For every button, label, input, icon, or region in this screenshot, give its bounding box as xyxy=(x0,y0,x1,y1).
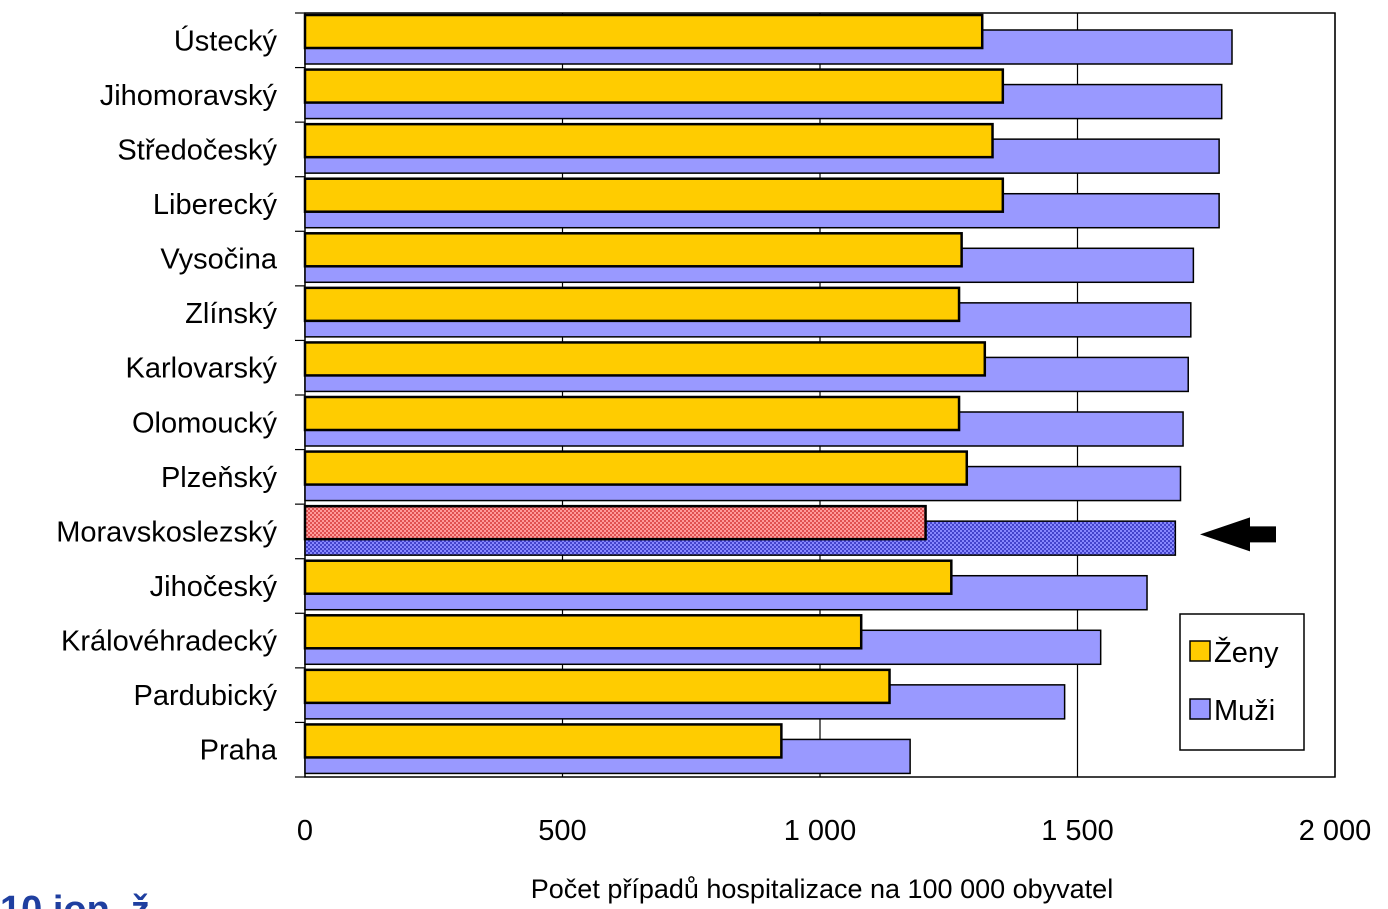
bar-zeny xyxy=(303,341,987,377)
legend-label: Muži xyxy=(1214,695,1275,727)
highlight-arrow xyxy=(1200,517,1276,552)
stray-text: 10 ion. ž xyxy=(0,889,150,909)
x-tick-label: 1 000 xyxy=(784,815,857,847)
x-axis-title: Počet případů hospitalizace na 100 000 o… xyxy=(531,874,1113,904)
legend-box xyxy=(1179,613,1305,751)
bar-zeny xyxy=(303,450,969,486)
y-ticks xyxy=(295,12,305,778)
arrow-icon xyxy=(1200,517,1276,552)
category-label: Královéhradecký xyxy=(61,626,277,658)
bar-zeny xyxy=(303,614,863,650)
bar-zeny xyxy=(303,177,1005,213)
bar-zeny xyxy=(303,395,961,432)
category-label: Praha xyxy=(200,735,278,767)
category-label: Liberecký xyxy=(153,189,278,221)
category-labels: Ústecký Jihomoravský Středočeský Liberecký V… xyxy=(56,24,278,766)
category-label: Zlínský xyxy=(185,298,277,330)
category-label: Olomoucký xyxy=(132,407,278,439)
x-tick-labels: 0 500 1 000 1 500 2 000 xyxy=(297,815,1371,847)
category-label: Karlovarský xyxy=(126,353,278,385)
legend-label: Ženy xyxy=(1214,636,1279,669)
bar-zeny xyxy=(303,68,1005,104)
bar-zeny xyxy=(303,668,891,705)
legend-swatch xyxy=(1189,698,1211,720)
x-tick-label: 1 500 xyxy=(1041,815,1114,847)
legend: Ženy Muži xyxy=(1179,613,1305,751)
category-label: Jihomoravský xyxy=(100,80,278,112)
category-label: Plzeňský xyxy=(161,462,278,494)
category-label: Moravskoslezský xyxy=(56,516,277,548)
bar-zeny xyxy=(303,13,984,50)
bar-zeny xyxy=(303,504,927,541)
category-label: Ústecký xyxy=(174,24,278,57)
category-label: Vysočina xyxy=(160,244,277,276)
category-label: Pardubický xyxy=(134,680,278,712)
bar-zeny xyxy=(303,286,961,323)
x-tick-label: 0 xyxy=(297,815,313,847)
x-tick-label: 2 000 xyxy=(1299,815,1372,847)
category-label: Středočeský xyxy=(117,134,277,166)
bar-zeny xyxy=(303,232,963,268)
legend-swatch xyxy=(1189,640,1211,662)
bar-zeny xyxy=(303,559,953,595)
x-tick-label: 500 xyxy=(538,815,586,847)
category-label: Jihočeský xyxy=(150,571,278,603)
bars xyxy=(303,13,1233,775)
bar-zeny xyxy=(303,723,783,759)
bar-zeny xyxy=(303,122,994,159)
